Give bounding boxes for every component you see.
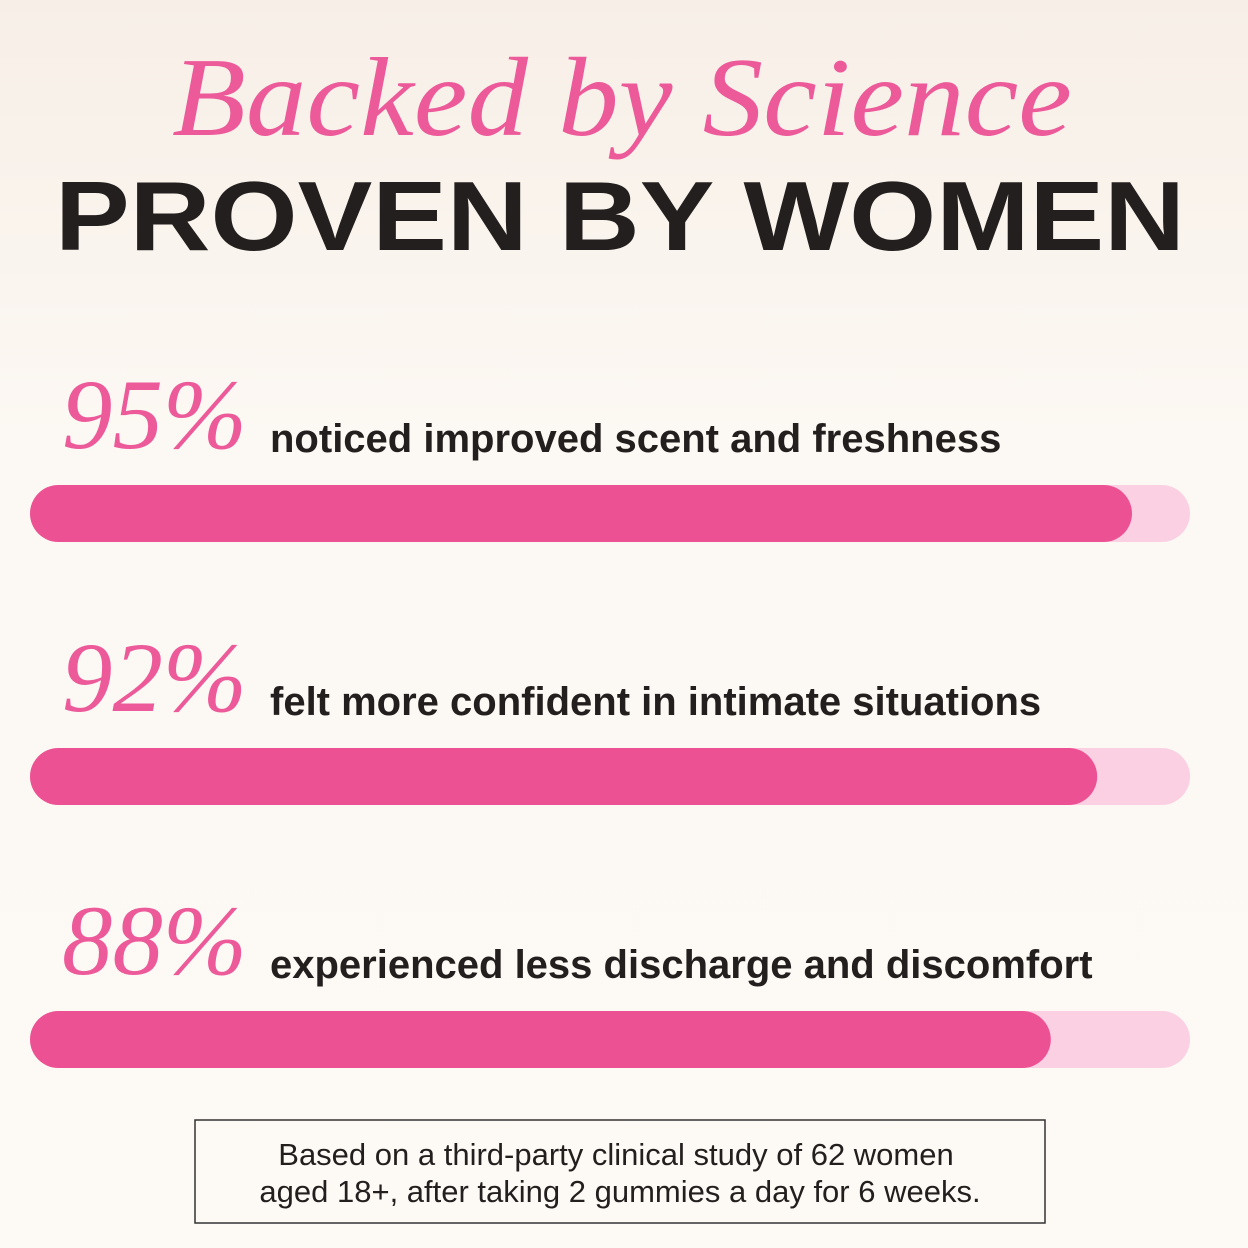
note-box — [194, 1119, 1046, 1224]
value-label: 95% — [62, 359, 247, 470]
category-label: experienced less discharge and discomfor… — [270, 943, 1093, 987]
bar — [30, 1011, 1051, 1068]
value-label: 88% — [62, 885, 247, 996]
note-line: Based on a third-party clinical study of… — [278, 1137, 953, 1172]
bar — [30, 485, 1132, 542]
bar — [30, 748, 1098, 805]
chart-title: Backed by Science — [172, 36, 1072, 160]
chart-subtitle: PROVEN BY WOMEN — [55, 161, 1185, 271]
category-label: noticed improved scent and freshness — [270, 417, 1001, 461]
value-label: 92% — [62, 622, 247, 733]
category-label: felt more confident in intimate situatio… — [270, 680, 1041, 724]
note-line: aged 18+, after taking 2 gummies a day f… — [259, 1174, 980, 1209]
